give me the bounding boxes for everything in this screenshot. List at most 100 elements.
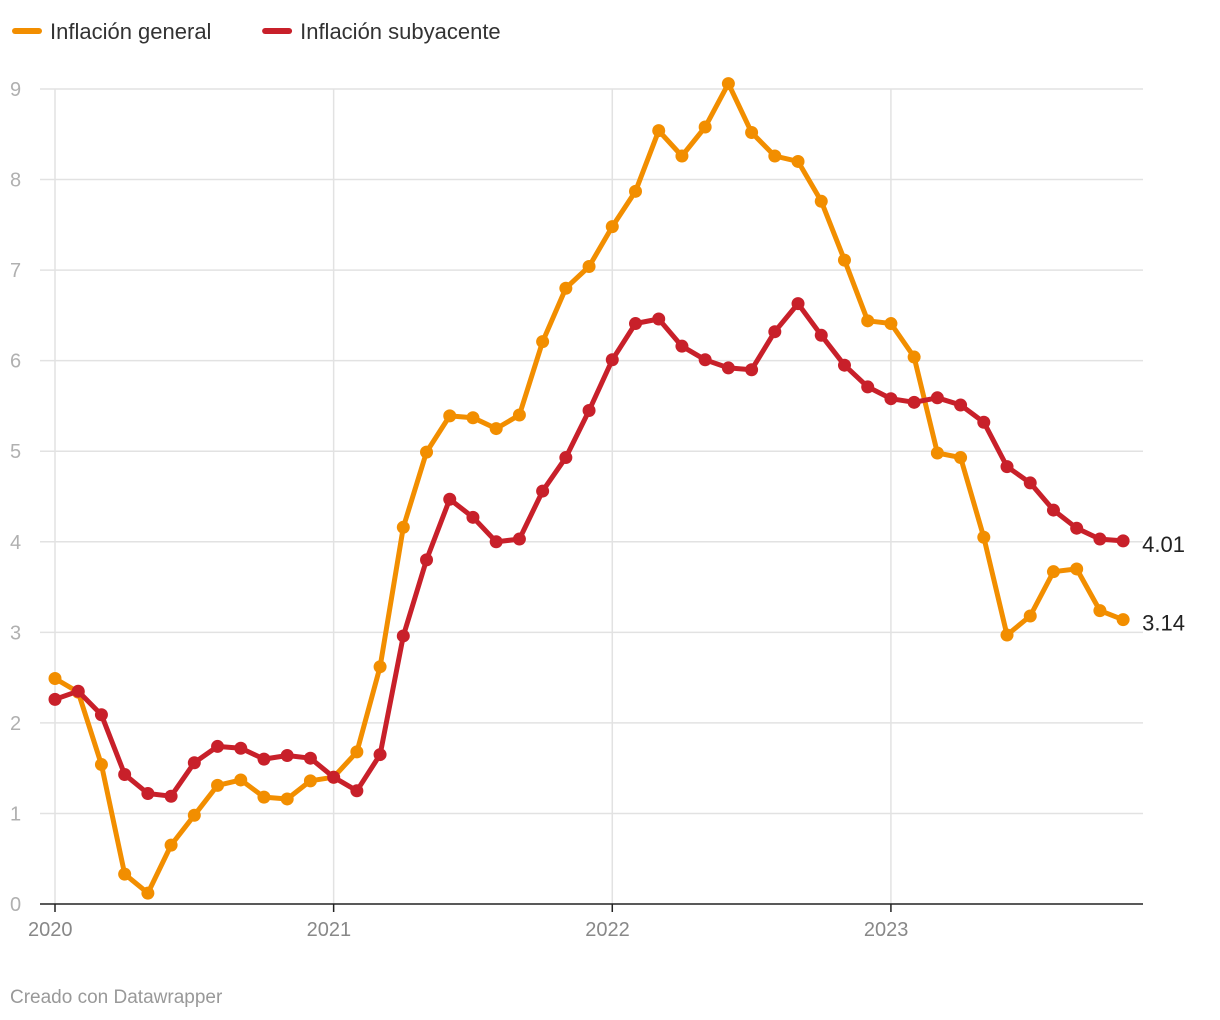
end-value-label: 3.14 bbox=[1142, 611, 1185, 636]
data-point bbox=[536, 484, 550, 498]
data-point bbox=[1070, 562, 1084, 576]
data-point bbox=[536, 335, 550, 349]
data-point bbox=[373, 748, 387, 762]
data-point bbox=[187, 756, 201, 770]
y-tick-label: 5 bbox=[10, 441, 21, 463]
data-point bbox=[187, 808, 201, 822]
data-point bbox=[837, 358, 851, 372]
data-point bbox=[1000, 460, 1014, 474]
data-point bbox=[280, 792, 294, 806]
data-point bbox=[164, 838, 178, 852]
data-point bbox=[1070, 521, 1084, 535]
data-point bbox=[141, 886, 155, 900]
y-tick-label: 1 bbox=[10, 803, 21, 825]
data-point bbox=[420, 553, 434, 567]
data-point bbox=[466, 411, 480, 425]
data-point bbox=[907, 350, 921, 364]
data-point bbox=[745, 125, 759, 139]
data-point bbox=[721, 77, 735, 91]
data-point bbox=[698, 120, 712, 134]
y-axis-ticks: 0 1 2 3 4 5 6 7 8 9 bbox=[10, 79, 21, 916]
data-point bbox=[1116, 534, 1130, 548]
data-point bbox=[791, 154, 805, 168]
data-point bbox=[443, 409, 457, 423]
data-point bbox=[861, 380, 875, 394]
x-tick-label: 2021 bbox=[307, 919, 352, 941]
data-point bbox=[930, 446, 944, 460]
data-point bbox=[234, 773, 248, 787]
data-point bbox=[373, 660, 387, 674]
data-point bbox=[1116, 613, 1130, 627]
data-point bbox=[1046, 565, 1060, 579]
legend: Inflación general Inflación subyacente bbox=[12, 19, 501, 44]
data-point bbox=[837, 253, 851, 267]
y-tick-label: 0 bbox=[10, 894, 21, 916]
legend-label: Inflación general bbox=[50, 19, 211, 44]
data-point bbox=[1093, 604, 1107, 618]
data-point bbox=[1046, 503, 1060, 517]
data-point bbox=[814, 328, 828, 342]
data-point bbox=[396, 520, 410, 534]
x-tick-label: 2023 bbox=[864, 919, 909, 941]
data-point bbox=[721, 361, 735, 375]
data-point bbox=[652, 312, 666, 326]
data-point bbox=[211, 739, 225, 753]
legend-item: Inflación general bbox=[12, 19, 211, 44]
data-point bbox=[1000, 628, 1014, 642]
data-point bbox=[861, 314, 875, 328]
data-point bbox=[745, 363, 759, 377]
data-point bbox=[211, 778, 225, 792]
legend-label: Inflación subyacente bbox=[300, 19, 501, 44]
data-point bbox=[605, 220, 619, 234]
data-point bbox=[582, 259, 596, 273]
x-axis-ticks: 2020 2021 2022 2023 bbox=[28, 904, 908, 941]
data-point bbox=[1023, 609, 1037, 623]
data-point bbox=[559, 281, 573, 295]
y-tick-label: 8 bbox=[10, 170, 21, 192]
data-point bbox=[605, 353, 619, 367]
data-point bbox=[768, 325, 782, 339]
data-point bbox=[884, 392, 898, 406]
data-point bbox=[489, 422, 503, 436]
series-line bbox=[52, 81, 1126, 896]
data-point bbox=[907, 395, 921, 409]
data-point bbox=[280, 748, 294, 762]
data-point bbox=[977, 530, 991, 544]
y-gridlines bbox=[40, 88, 1143, 815]
x-tick-label: 2020 bbox=[28, 919, 73, 941]
credit-text: Creado con Datawrapper bbox=[10, 987, 223, 1008]
data-point bbox=[350, 745, 364, 759]
data-point bbox=[466, 510, 480, 524]
data-point bbox=[396, 629, 410, 643]
series-layer bbox=[48, 77, 1130, 900]
y-tick-label: 2 bbox=[10, 713, 21, 735]
legend-item: Inflación subyacente bbox=[262, 19, 501, 44]
data-point bbox=[420, 445, 434, 459]
data-point bbox=[675, 149, 689, 163]
data-point bbox=[954, 451, 968, 465]
data-point bbox=[71, 684, 85, 698]
data-point bbox=[489, 535, 503, 549]
y-tick-label: 6 bbox=[10, 351, 21, 373]
data-point bbox=[141, 787, 155, 801]
data-point bbox=[768, 149, 782, 163]
legend-swatch bbox=[12, 28, 42, 34]
y-tick-label: 4 bbox=[10, 532, 21, 554]
end-value-label: 4.01 bbox=[1142, 532, 1185, 557]
y-tick-label: 7 bbox=[10, 260, 21, 282]
data-point bbox=[443, 492, 457, 506]
data-point bbox=[512, 408, 526, 422]
x-tick-label: 2022 bbox=[585, 919, 630, 941]
data-point bbox=[512, 532, 526, 546]
data-point bbox=[652, 124, 666, 138]
data-point bbox=[94, 708, 108, 722]
data-point bbox=[327, 770, 341, 784]
data-point bbox=[350, 784, 364, 798]
data-point bbox=[977, 415, 991, 429]
data-point bbox=[48, 692, 62, 706]
data-point bbox=[559, 451, 573, 465]
series-inflacion-subyacente bbox=[48, 297, 1130, 803]
data-point bbox=[118, 867, 132, 881]
